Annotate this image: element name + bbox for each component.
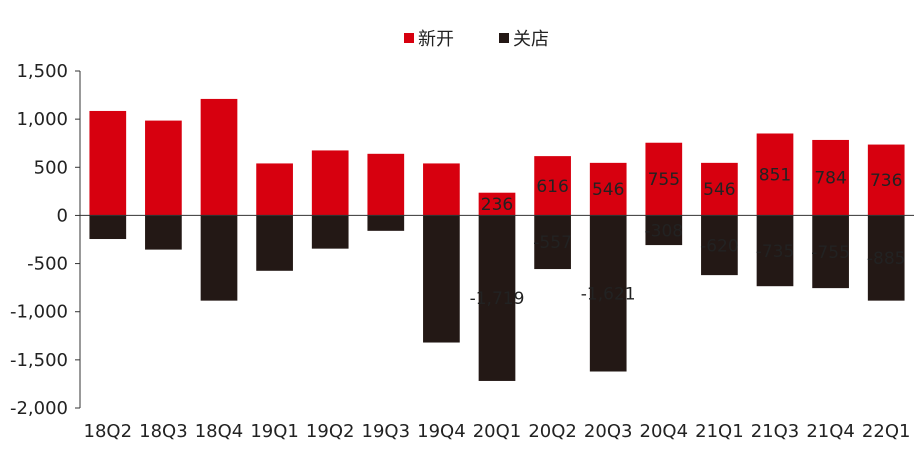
- bar-open-20Q2: [534, 156, 571, 216]
- data-label-close-21Q3: -735: [756, 242, 795, 262]
- data-label-close-20Q3: -1,621: [581, 284, 636, 304]
- y-tick-label: 1,500: [16, 61, 68, 82]
- x-axis: 18Q2 18Q3 18Q4 19Q1 19Q2 19Q3 19Q4 20Q1 20Q2 20Q3…: [84, 421, 911, 442]
- data-label-open-20Q3: 546: [592, 180, 624, 200]
- x-tick-label-20Q4: 20Q4: [640, 421, 689, 442]
- y-tick-label: -1,500: [10, 350, 68, 371]
- data-label-close-20Q2: -557: [533, 233, 572, 253]
- bar-open-21Q3: [756, 133, 794, 216]
- x-tick-label-18Q3: 18Q3: [139, 421, 188, 442]
- bar-open-21Q4: [812, 139, 849, 216]
- data-label-open-21Q3: 851: [759, 165, 791, 185]
- bar-close-18Q3: [145, 215, 182, 250]
- y-tick-label: -1,000: [10, 302, 68, 323]
- bar-open-18Q3: [145, 120, 182, 216]
- y-axis: 1,500 1,000 500 0 -500 -1,000 -1,500 -2,000: [10, 61, 81, 419]
- x-tick-label-21Q3: 21Q3: [751, 421, 800, 442]
- x-tick-label-19Q4: 19Q4: [417, 421, 466, 442]
- legend-label-close: 关店: [513, 29, 549, 50]
- x-tick-label-22Q1: 22Q1: [862, 421, 911, 442]
- y-tick-label: 500: [34, 157, 68, 178]
- bar-close-21Q4: [812, 215, 849, 289]
- x-tick-label-21Q4: 21Q4: [806, 421, 855, 442]
- legend-swatch-close: [499, 33, 509, 43]
- bar-open-19Q2: [311, 150, 349, 216]
- bar-open-20Q3: [589, 162, 627, 216]
- bar-close-20Q2: [534, 215, 571, 270]
- data-label-open-21Q4: 784: [814, 169, 846, 189]
- bar-open-19Q4: [423, 163, 460, 216]
- data-label-close-22Q1: -885: [867, 249, 906, 269]
- bar-close-21Q3: [756, 215, 794, 287]
- bar-close-19Q4: [423, 215, 460, 343]
- bar-close-20Q4: [645, 215, 683, 246]
- bar-close-19Q2: [311, 215, 349, 249]
- y-tick-label: -2,000: [10, 398, 68, 419]
- bar-close-18Q4: [200, 215, 238, 301]
- bar-open-21Q1: [701, 162, 738, 216]
- data-label-close-20Q1: -1,719: [470, 289, 525, 309]
- data-label-open-20Q1: 236: [481, 195, 513, 215]
- bars: [89, 98, 905, 381]
- x-tick-label-18Q4: 18Q4: [195, 421, 244, 442]
- bar-open-18Q4: [200, 98, 238, 216]
- x-tick-label-20Q2: 20Q2: [528, 421, 577, 442]
- legend: 新开 关店: [404, 29, 549, 50]
- bar-close-21Q1: [701, 215, 738, 276]
- data-label-open-20Q4: 755: [648, 170, 680, 190]
- x-tick-label-18Q2: 18Q2: [84, 421, 133, 442]
- bar-close-20Q1: [478, 215, 516, 381]
- x-tick-label-20Q1: 20Q1: [473, 421, 522, 442]
- bar-open-18Q2: [89, 110, 127, 216]
- bar-close-22Q1: [867, 215, 905, 301]
- bar-open-22Q1: [867, 144, 905, 216]
- data-label-close-21Q4: -755: [811, 243, 850, 263]
- bar-open-19Q3: [367, 153, 405, 216]
- data-label-open-21Q1: 546: [703, 180, 735, 200]
- bar-close-18Q2: [89, 215, 127, 240]
- bar-open-20Q4: [645, 142, 683, 216]
- legend-swatch-open: [404, 33, 414, 43]
- bar-close-19Q1: [256, 215, 293, 271]
- x-tick-label-21Q1: 21Q1: [695, 421, 744, 442]
- x-tick-label-20Q3: 20Q3: [584, 421, 633, 442]
- bar-open-19Q1: [256, 163, 293, 216]
- data-label-open-22Q1: 736: [870, 171, 902, 191]
- data-label-close-20Q4: -308: [645, 221, 684, 241]
- data-label-open-20Q2: 616: [536, 177, 568, 197]
- y-tick-label: 1,000: [16, 109, 68, 130]
- bar-open-20Q1: [478, 192, 516, 216]
- y-tick-label: -500: [27, 254, 68, 275]
- legend-label-open: 新开: [418, 29, 454, 50]
- x-tick-label-19Q2: 19Q2: [306, 421, 355, 442]
- x-tick-label-19Q3: 19Q3: [362, 421, 411, 442]
- y-tick-label: 0: [57, 205, 68, 226]
- bar-close-20Q3: [589, 215, 627, 372]
- x-tick-label-19Q1: 19Q1: [250, 421, 299, 442]
- bar-labels: 236 616 546 755 546 851 784 736 -1,719 -557 -1,621…: [470, 165, 906, 309]
- bar-close-19Q3: [367, 215, 405, 231]
- data-label-close-21Q1: -620: [700, 236, 739, 256]
